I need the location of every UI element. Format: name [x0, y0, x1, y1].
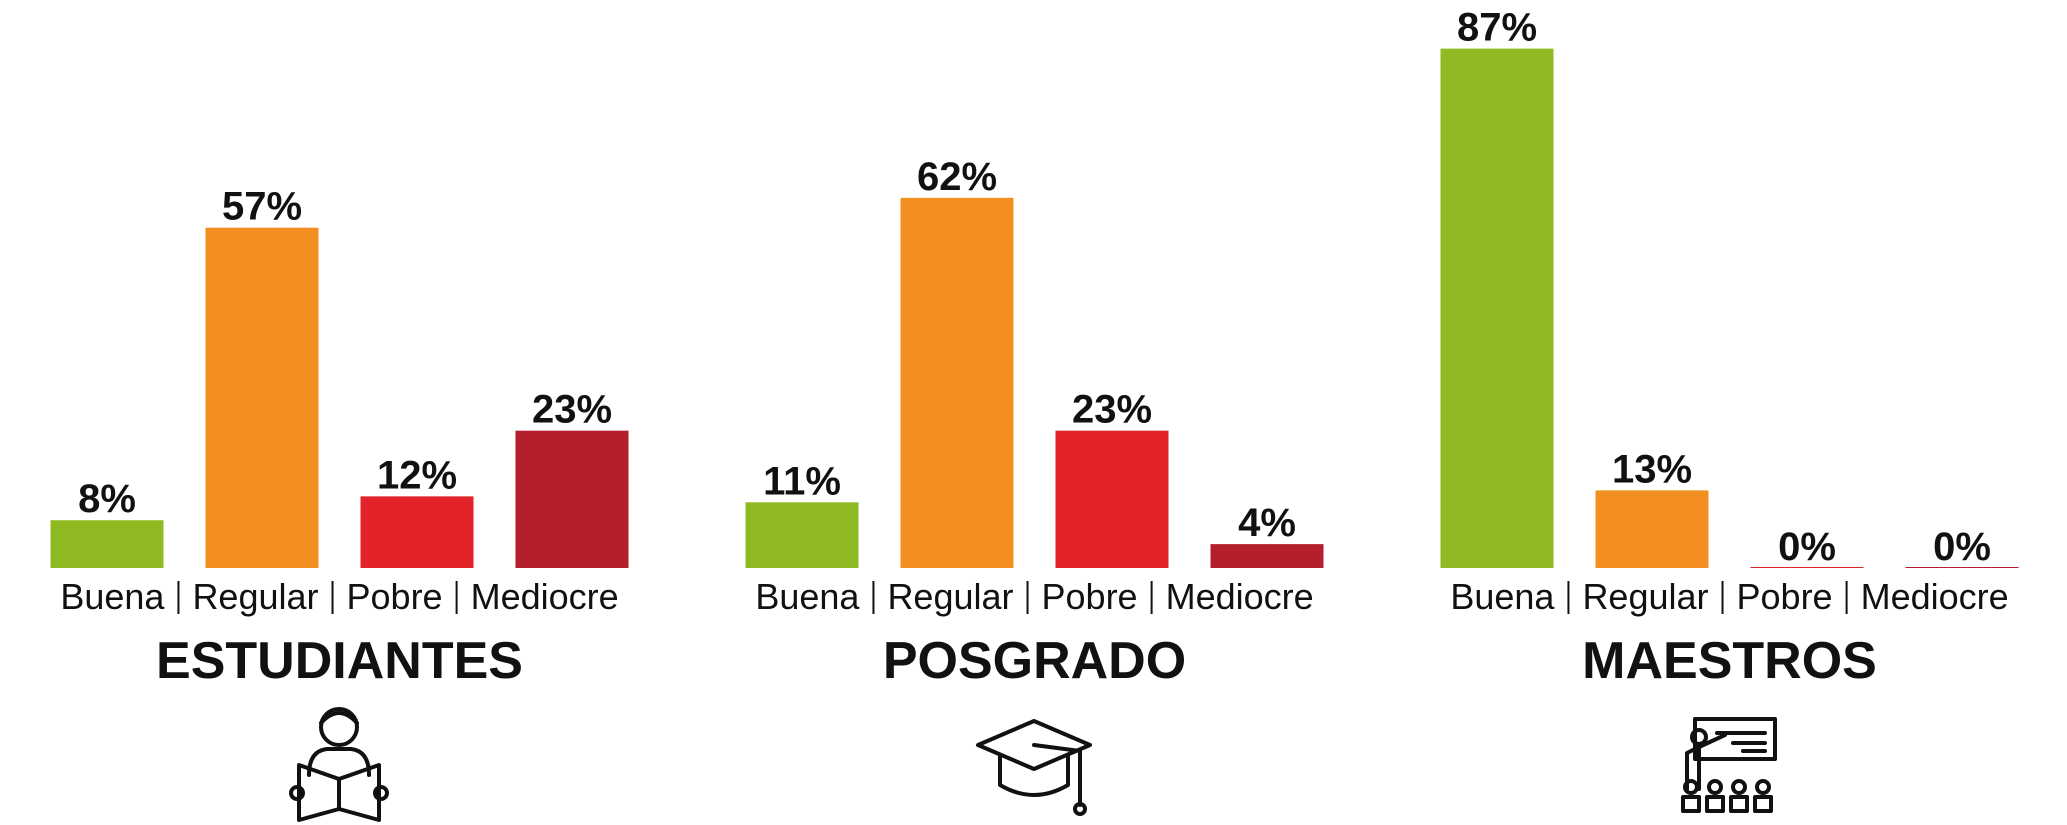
category-label: Buena — [1450, 576, 1555, 617]
category-label: Mediocre — [1861, 576, 2009, 617]
category-label: Regular — [192, 576, 318, 617]
value-label: 87% — [1457, 6, 1537, 50]
graduation-icon — [976, 719, 1092, 816]
category-label: Regular — [1582, 576, 1708, 617]
bar — [515, 430, 629, 568]
category-label: Buena — [60, 576, 165, 617]
value-label: 23% — [1072, 388, 1152, 432]
category-label: Pobre — [1737, 576, 1833, 617]
category-label: Regular — [887, 576, 1013, 617]
value-label: 11% — [763, 459, 841, 503]
value-label: 57% — [222, 185, 302, 229]
value-label: 23% — [532, 388, 612, 432]
group-title: ESTUDIANTES — [156, 632, 523, 690]
bar — [50, 520, 164, 568]
bar — [1210, 544, 1324, 568]
value-label: 0% — [1933, 525, 1991, 569]
group-title: POSGRADO — [883, 632, 1186, 690]
student-icon — [289, 707, 389, 822]
value-label: 4% — [1238, 501, 1296, 545]
bar — [745, 502, 859, 568]
category-label: Mediocre — [1166, 576, 1314, 617]
group-title: MAESTROS — [1582, 632, 1877, 690]
bar — [1440, 48, 1554, 569]
teacher-icon — [1681, 717, 1777, 813]
bar — [1595, 490, 1709, 568]
bar — [1055, 430, 1169, 568]
bar — [205, 227, 319, 568]
value-label: 13% — [1612, 447, 1692, 491]
category-label: Pobre — [347, 576, 443, 617]
category-label: Pobre — [1042, 576, 1138, 617]
bar — [900, 197, 1014, 569]
value-label: 8% — [78, 477, 136, 521]
value-label: 62% — [917, 155, 997, 199]
value-label: 0% — [1778, 525, 1836, 569]
category-label: Mediocre — [471, 576, 619, 617]
bar — [360, 496, 474, 568]
category-label: Buena — [755, 576, 860, 617]
value-label: 12% — [377, 453, 457, 497]
